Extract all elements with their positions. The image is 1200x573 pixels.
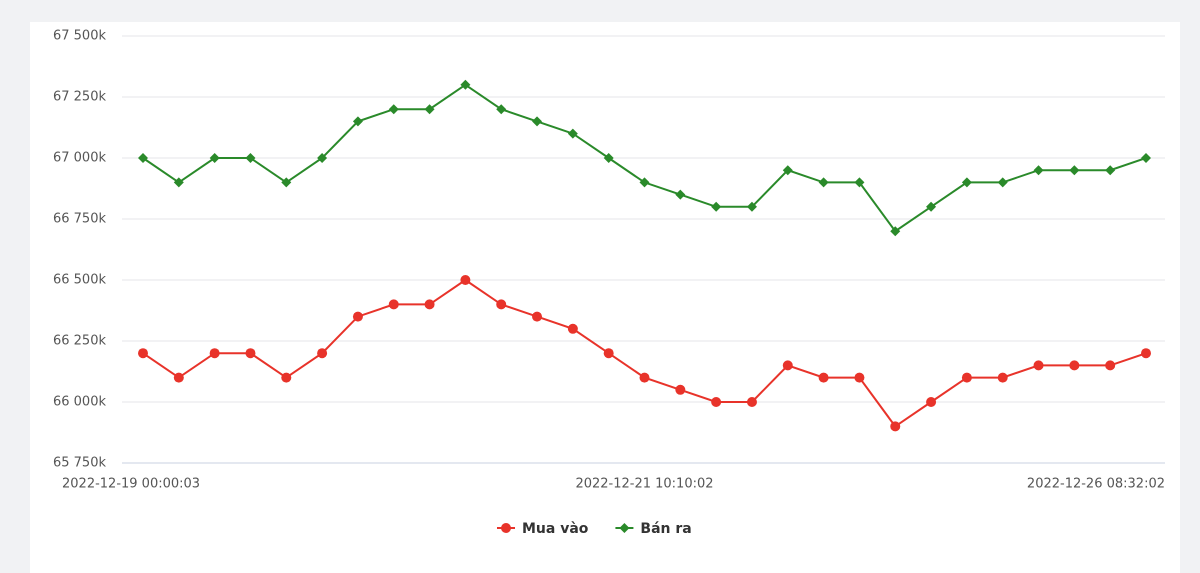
point (603, 153, 614, 163)
y-tick-label: 66 750k (53, 212, 106, 227)
point (1141, 348, 1151, 359)
point (317, 153, 328, 163)
point (496, 299, 507, 310)
point (460, 79, 471, 90)
y-tick-label: 65 750k (53, 456, 106, 471)
x-tick-label: 2022-12-19 00:00:03 (62, 477, 200, 492)
legend-label: Bán ra (640, 521, 691, 537)
point (173, 177, 184, 188)
point (890, 226, 901, 237)
point (352, 116, 363, 127)
point (501, 523, 511, 533)
x-tick-label: 2022-12-21 10:10:02 (575, 477, 713, 492)
y-tick-label: 66 500k (53, 273, 106, 288)
point (388, 104, 399, 115)
legend-item: Mua vào (497, 521, 589, 537)
panel (30, 22, 1180, 573)
point (460, 275, 471, 285)
point (352, 311, 363, 322)
point (173, 372, 184, 383)
point (496, 104, 507, 115)
point (854, 177, 865, 188)
point (961, 372, 972, 383)
point (1105, 165, 1116, 176)
point (711, 201, 722, 212)
point (782, 360, 793, 371)
point (388, 299, 399, 310)
point (818, 372, 829, 383)
point (997, 177, 1008, 188)
point (567, 323, 578, 334)
point (1033, 360, 1044, 371)
point (138, 153, 148, 163)
point (245, 153, 256, 163)
point (1033, 165, 1044, 176)
point (890, 421, 901, 432)
point (532, 116, 543, 127)
y-tick-label: 67 000k (53, 151, 106, 166)
point (1105, 360, 1116, 371)
point (675, 189, 686, 200)
point (567, 128, 578, 139)
point (926, 397, 937, 407)
point (1141, 153, 1151, 163)
y-tick-label: 67 500k (53, 29, 106, 44)
point (245, 348, 256, 359)
point (281, 177, 292, 188)
y-tick-label: 67 250k (53, 90, 106, 105)
point (317, 348, 328, 359)
point (675, 384, 686, 395)
point (619, 523, 630, 533)
point (603, 348, 614, 359)
y-tick-label: 66 000k (53, 395, 106, 410)
point (746, 201, 757, 212)
point (424, 104, 435, 115)
legend-item: Bán ra (615, 521, 692, 537)
point (818, 177, 829, 188)
point (1069, 360, 1080, 371)
point (854, 372, 865, 383)
point (782, 165, 793, 176)
point (711, 397, 722, 407)
point (424, 299, 435, 310)
point (961, 177, 972, 188)
point (746, 397, 757, 407)
y-tick-label: 66 250k (53, 334, 106, 349)
point (1069, 165, 1080, 176)
point (281, 372, 292, 383)
x-tick-label: 2022-12-26 08:32:02 (1027, 477, 1165, 492)
point (209, 348, 220, 359)
legend-label: Mua vào (522, 521, 589, 537)
point (639, 177, 650, 188)
point (926, 201, 937, 212)
point (639, 372, 650, 383)
point (209, 153, 220, 163)
point (138, 348, 148, 359)
point (532, 311, 543, 322)
point (997, 372, 1008, 383)
